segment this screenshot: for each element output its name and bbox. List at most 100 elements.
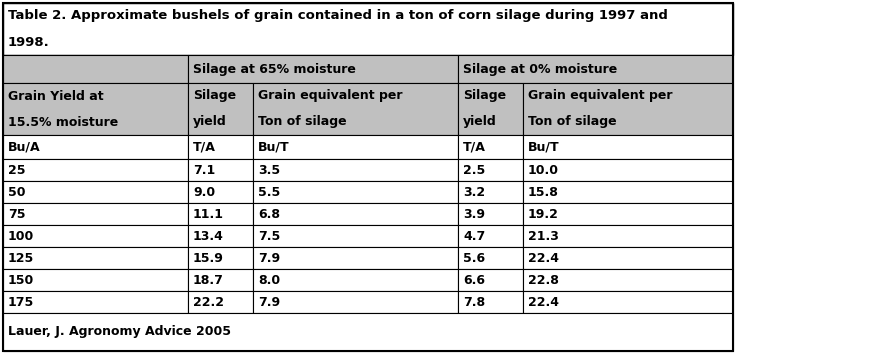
Text: Silage: Silage: [193, 90, 236, 103]
Text: 5.5: 5.5: [258, 185, 281, 199]
Bar: [3, 3, 733, 55]
Text: 5.6: 5.6: [463, 251, 485, 264]
Bar: [458, 55, 733, 83]
Bar: [458, 159, 523, 181]
Bar: [458, 247, 523, 269]
Text: Grain equivalent per: Grain equivalent per: [258, 90, 403, 103]
Bar: [253, 83, 458, 135]
Text: Bu/T: Bu/T: [258, 141, 289, 154]
Text: 19.2: 19.2: [528, 207, 558, 221]
Text: 15.8: 15.8: [528, 185, 558, 199]
Text: Ton of silage: Ton of silage: [258, 115, 347, 129]
Text: 18.7: 18.7: [193, 274, 224, 286]
Bar: [458, 225, 523, 247]
Text: 25: 25: [8, 164, 26, 177]
Text: Bu/A: Bu/A: [8, 141, 41, 154]
Text: 1998.: 1998.: [8, 35, 50, 48]
Text: Bu/T: Bu/T: [528, 141, 559, 154]
Bar: [523, 83, 733, 135]
Bar: [3, 55, 188, 83]
Bar: [188, 181, 253, 203]
Bar: [188, 203, 253, 225]
Text: 11.1: 11.1: [193, 207, 224, 221]
Text: 100: 100: [8, 229, 35, 242]
Bar: [188, 159, 253, 181]
Bar: [523, 181, 733, 203]
Bar: [188, 83, 253, 135]
Bar: [458, 291, 523, 313]
Bar: [3, 159, 188, 181]
Text: Silage at 65% moisture: Silage at 65% moisture: [193, 63, 356, 75]
Text: yield: yield: [193, 115, 227, 129]
Bar: [523, 247, 733, 269]
Text: 4.7: 4.7: [463, 229, 485, 242]
Bar: [3, 83, 188, 135]
Text: 3.2: 3.2: [463, 185, 485, 199]
Text: 3.5: 3.5: [258, 164, 281, 177]
Text: 7.8: 7.8: [463, 296, 485, 308]
Text: 7.9: 7.9: [258, 296, 281, 308]
Bar: [458, 135, 523, 159]
Text: 3.9: 3.9: [463, 207, 485, 221]
Text: 22.2: 22.2: [193, 296, 224, 308]
Text: 6.6: 6.6: [463, 274, 485, 286]
Bar: [253, 247, 458, 269]
Text: T/A: T/A: [463, 141, 486, 154]
Bar: [3, 291, 188, 313]
Bar: [253, 159, 458, 181]
Bar: [3, 203, 188, 225]
Bar: [3, 269, 188, 291]
Bar: [458, 203, 523, 225]
Text: 13.4: 13.4: [193, 229, 224, 242]
Bar: [253, 135, 458, 159]
Text: 7.9: 7.9: [258, 251, 281, 264]
Bar: [523, 135, 733, 159]
Text: 21.3: 21.3: [528, 229, 558, 242]
Text: 6.8: 6.8: [258, 207, 280, 221]
Bar: [253, 225, 458, 247]
Bar: [188, 225, 253, 247]
Bar: [188, 291, 253, 313]
Text: 7.1: 7.1: [193, 164, 215, 177]
Bar: [253, 181, 458, 203]
Text: 75: 75: [8, 207, 26, 221]
Bar: [3, 247, 188, 269]
Text: 2.5: 2.5: [463, 164, 485, 177]
Text: 15.5% moisture: 15.5% moisture: [8, 115, 119, 129]
Text: T/A: T/A: [193, 141, 216, 154]
Bar: [3, 3, 733, 351]
Bar: [188, 55, 458, 83]
Text: 9.0: 9.0: [193, 185, 215, 199]
Bar: [458, 269, 523, 291]
Bar: [523, 291, 733, 313]
Text: 125: 125: [8, 251, 35, 264]
Bar: [523, 269, 733, 291]
Text: Grain equivalent per: Grain equivalent per: [528, 90, 673, 103]
Text: 15.9: 15.9: [193, 251, 224, 264]
Text: yield: yield: [463, 115, 496, 129]
Text: Grain Yield at: Grain Yield at: [8, 90, 104, 103]
Bar: [253, 203, 458, 225]
Bar: [523, 225, 733, 247]
Bar: [458, 181, 523, 203]
Bar: [3, 225, 188, 247]
Text: 22.4: 22.4: [528, 251, 559, 264]
Bar: [253, 269, 458, 291]
Text: Silage: Silage: [463, 90, 506, 103]
Text: 150: 150: [8, 274, 35, 286]
Text: Lauer, J. Agronomy Advice 2005: Lauer, J. Agronomy Advice 2005: [8, 325, 231, 338]
Text: Ton of silage: Ton of silage: [528, 115, 617, 129]
Text: Silage at 0% moisture: Silage at 0% moisture: [463, 63, 617, 75]
Text: 7.5: 7.5: [258, 229, 281, 242]
Text: 22.4: 22.4: [528, 296, 559, 308]
Bar: [3, 135, 188, 159]
Bar: [523, 203, 733, 225]
Bar: [253, 291, 458, 313]
Text: 175: 175: [8, 296, 35, 308]
Bar: [188, 269, 253, 291]
Text: 8.0: 8.0: [258, 274, 281, 286]
Text: 50: 50: [8, 185, 26, 199]
Bar: [3, 313, 733, 351]
Text: 22.8: 22.8: [528, 274, 558, 286]
Bar: [3, 181, 188, 203]
